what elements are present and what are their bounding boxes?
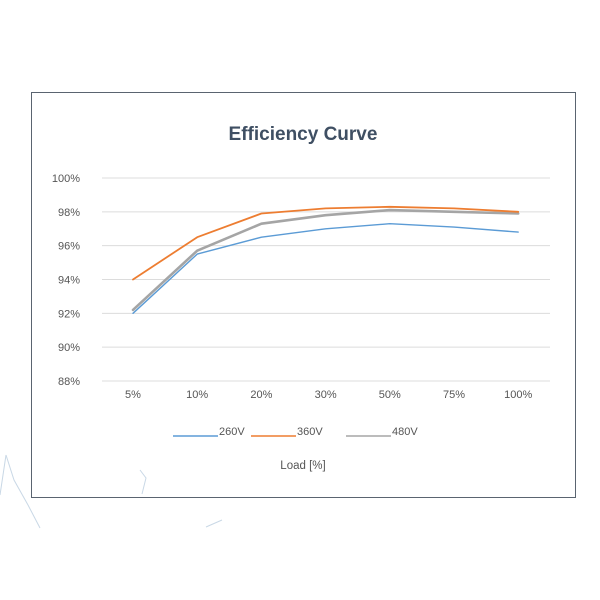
- legend-label-480V: 480V: [392, 426, 418, 438]
- x-tick-labels: 5% 10% 20% 30% 50% 75% 100%: [125, 389, 532, 401]
- x-tick-label: 100%: [504, 389, 532, 401]
- y-tick-label: 96%: [58, 241, 80, 253]
- legend: 260V 360V 480V: [173, 426, 418, 438]
- y-tick-labels: 100% 98% 96% 94% 92% 90% 88%: [52, 173, 80, 388]
- legend-label-260V: 260V: [219, 426, 245, 438]
- y-tick-label: 98%: [58, 207, 80, 219]
- x-tick-label: 5%: [125, 389, 141, 401]
- x-tick-label: 75%: [443, 389, 465, 401]
- x-tick-label: 20%: [250, 389, 272, 401]
- y-tick-label: 90%: [58, 342, 80, 354]
- chart-frame: [31, 92, 576, 498]
- x-tick-label: 10%: [186, 389, 208, 401]
- series-lines: [131, 205, 520, 314]
- chart-title: Efficiency Curve: [229, 124, 378, 145]
- y-tick-label: 100%: [52, 173, 80, 185]
- y-tick-label: 88%: [58, 376, 80, 388]
- legend-label-360V: 360V: [297, 426, 323, 438]
- x-tick-label: 50%: [379, 389, 401, 401]
- series-line-260V: [132, 222, 519, 314]
- decorative-strokes: [0, 454, 223, 529]
- x-axis-label: Load [%]: [280, 460, 325, 472]
- series-line-360V: [132, 205, 520, 281]
- y-tick-label: 94%: [58, 275, 80, 287]
- y-tick-label: 92%: [58, 308, 80, 320]
- x-tick-label: 30%: [315, 389, 337, 401]
- series-line-480V: [131, 208, 520, 312]
